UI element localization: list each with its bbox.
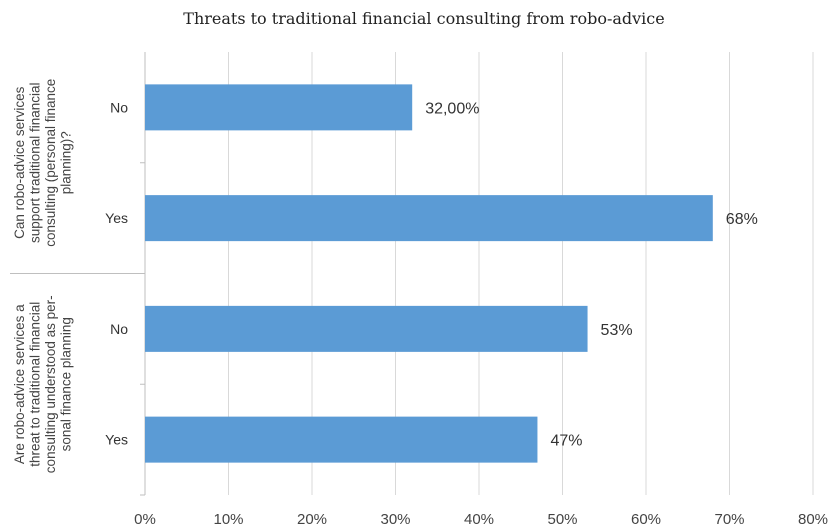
group-label-line: sonal finance planning: [58, 317, 73, 451]
group-label-line: Can robo-advice services: [12, 86, 27, 239]
data-label: 32,00%: [425, 100, 479, 117]
bar: [145, 416, 538, 463]
x-tick-label: 50%: [547, 511, 577, 528]
x-tick-label: 80%: [798, 511, 828, 528]
group-label: Can robo-advice servicessupport traditio…: [12, 79, 74, 247]
chart-title: Threats to traditional financial consult…: [183, 9, 664, 28]
x-tick-label: 20%: [297, 511, 327, 528]
group-label-line: consulting (personal finance: [43, 79, 58, 247]
group-label-line: threat to traditional financial: [27, 302, 42, 467]
labels: 0% 10% 20% 30% 40% 50% 60% 70% 80% No 32,00% Yes 68%…: [12, 79, 828, 528]
data-label: 68%: [726, 211, 758, 228]
x-tick-label: 0%: [134, 511, 156, 528]
bar: [145, 305, 588, 352]
data-label: 47%: [550, 433, 582, 450]
category-label: No: [110, 321, 128, 337]
x-tick-label: 10%: [213, 511, 243, 528]
group-label-line: planning)?: [58, 131, 73, 194]
group-label-line: Are robo-advice services a: [12, 304, 27, 464]
x-tick-label: 70%: [714, 511, 744, 528]
group-label-line: consulting understood as per-: [43, 295, 58, 473]
category-label: Yes: [105, 432, 128, 448]
category-label: No: [110, 99, 128, 115]
group-label-line: support traditional financial: [27, 82, 42, 243]
data-label: 53%: [601, 322, 633, 339]
x-tick-label: 60%: [631, 511, 661, 528]
category-label: Yes: [105, 210, 128, 226]
x-tick-label: 30%: [380, 511, 410, 528]
bars: [145, 84, 713, 463]
x-tick-label: 40%: [464, 511, 494, 528]
bar: [145, 84, 413, 131]
bar: [145, 195, 713, 242]
group-label: Are robo-advice services athreat to trad…: [12, 295, 74, 473]
